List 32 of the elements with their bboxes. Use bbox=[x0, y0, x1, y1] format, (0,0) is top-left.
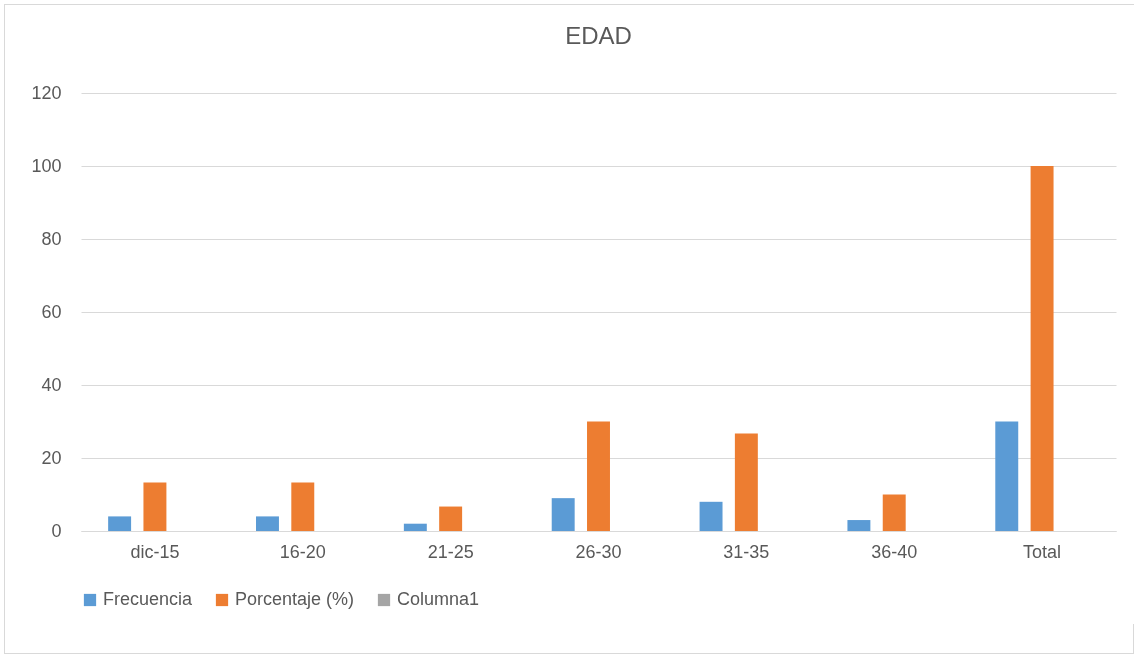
bar bbox=[551, 498, 575, 531]
bar bbox=[882, 494, 906, 531]
y-tick-label: 0 bbox=[51, 520, 62, 541]
x-tick-label: Total bbox=[1023, 541, 1062, 562]
x-tick-label: 16-20 bbox=[279, 541, 326, 562]
x-tick-label: 26-30 bbox=[575, 541, 622, 562]
y-tick-label: 60 bbox=[41, 301, 62, 322]
bar bbox=[108, 516, 132, 531]
y-tick-label: 100 bbox=[31, 155, 62, 176]
bar bbox=[256, 516, 279, 531]
y-tick-label: 20 bbox=[41, 447, 62, 468]
y-tick-label: 80 bbox=[41, 228, 62, 249]
legend-label: Frecuencia bbox=[103, 589, 194, 609]
bar bbox=[403, 523, 427, 531]
bar bbox=[587, 421, 610, 531]
chart-title: EDAD bbox=[565, 22, 632, 49]
bar bbox=[995, 421, 1019, 531]
bar bbox=[143, 482, 167, 531]
bar bbox=[847, 520, 871, 531]
bar bbox=[291, 482, 315, 531]
x-tick-label: dic-15 bbox=[130, 541, 180, 562]
x-tick-label: 31-35 bbox=[723, 541, 770, 562]
x-tick-label: 21-25 bbox=[427, 541, 474, 562]
y-tick-label: 120 bbox=[31, 82, 62, 103]
legend-label: Columna1 bbox=[397, 589, 480, 609]
bar bbox=[699, 501, 723, 531]
x-tick-label: 36-40 bbox=[871, 541, 918, 562]
bar bbox=[439, 506, 463, 531]
y-tick-label: 40 bbox=[41, 374, 62, 395]
bar bbox=[1030, 166, 1054, 531]
bar bbox=[734, 433, 758, 531]
legend-label: Porcentaje (%) bbox=[235, 589, 355, 609]
